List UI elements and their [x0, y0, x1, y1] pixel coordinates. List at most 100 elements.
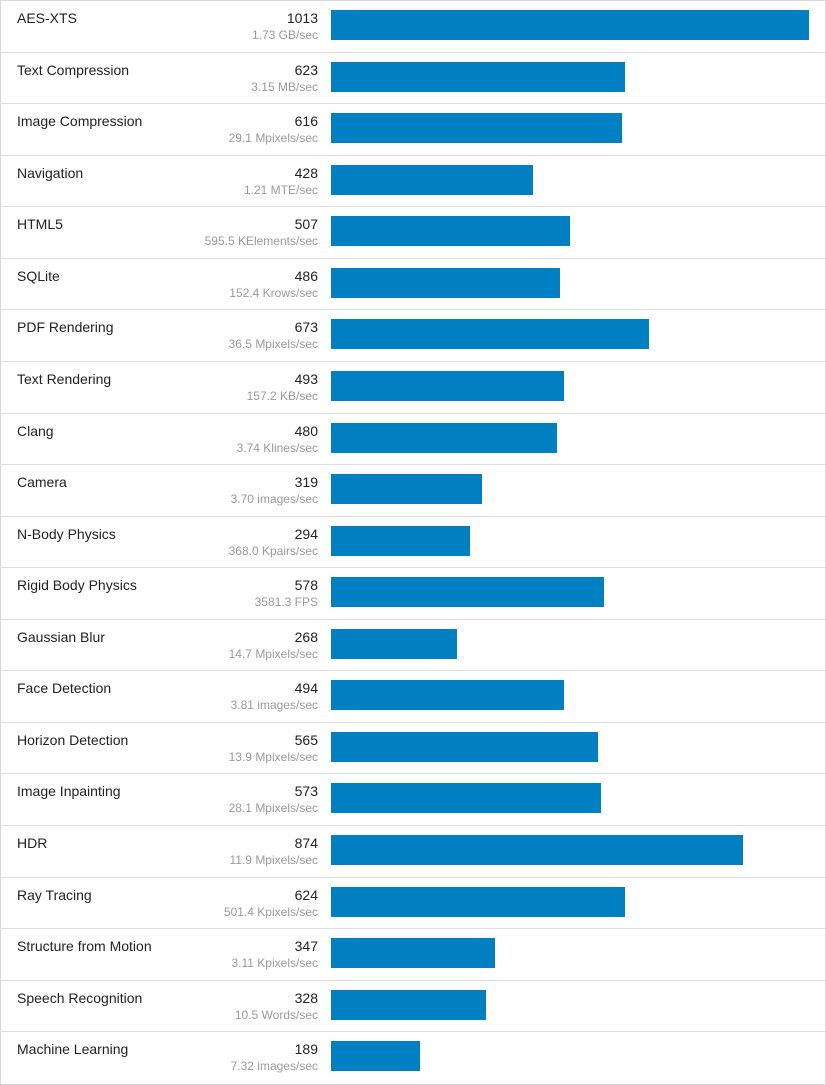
benchmark-name: Speech Recognition — [17, 989, 143, 1006]
benchmark-bar — [331, 938, 495, 969]
benchmark-name: N-Body Physics — [17, 525, 116, 542]
benchmark-bar — [331, 628, 458, 659]
benchmark-bar-track — [331, 989, 809, 1020]
benchmark-name: HTML5 — [17, 216, 63, 233]
benchmark-name: Rigid Body Physics — [17, 577, 137, 594]
benchmark-row: AES-XTS 1013 1.73 GB/sec — [1, 1, 825, 53]
benchmark-bar — [331, 370, 564, 401]
benchmark-name: Image Inpainting — [17, 783, 121, 800]
benchmark-row: Gaussian Blur 268 14.7 Mpixels/sec — [1, 620, 825, 672]
benchmark-bar — [331, 113, 622, 144]
benchmark-rate: 10.5 Words/sec — [234, 1007, 318, 1022]
benchmark-rate: 152.4 Krows/sec — [229, 285, 318, 300]
benchmark-score: 578 — [294, 577, 318, 594]
benchmark-name: AES-XTS — [17, 10, 77, 26]
benchmark-name: Clang — [17, 422, 54, 439]
benchmark-bar — [331, 164, 533, 195]
benchmark-rate: 28.1 Mpixels/sec — [228, 801, 318, 816]
benchmark-row: Structure from Motion 347 3.11 Kpixels/sec — [1, 929, 825, 981]
benchmark-score: 1013 — [286, 10, 318, 26]
benchmark-rate: 3.70 images/sec — [230, 492, 318, 507]
benchmark-row: Text Compression 623 3.15 MB/sec — [1, 53, 825, 105]
benchmark-score: 573 — [294, 783, 318, 800]
benchmark-score: 319 — [294, 474, 318, 491]
benchmark-row: Navigation 428 1.21 MTE/sec — [1, 156, 825, 208]
benchmark-bar — [331, 422, 558, 453]
benchmark-name: Navigation — [17, 164, 84, 181]
benchmark-bar-track — [331, 731, 809, 762]
benchmark-bar-track — [331, 835, 809, 865]
benchmark-score: 624 — [294, 886, 318, 903]
benchmark-name: Face Detection — [17, 680, 112, 697]
benchmark-bar — [331, 267, 561, 298]
benchmark-bar — [331, 474, 482, 505]
benchmark-bar — [331, 731, 598, 762]
benchmark-bar-track — [331, 1041, 809, 1072]
benchmark-rate: 13.9 Mpixels/sec — [228, 749, 318, 764]
benchmark-rate: 501.4 Kpixels/sec — [223, 904, 318, 919]
benchmark-bar — [331, 525, 470, 556]
benchmark-row: Rigid Body Physics 578 3581.3 FPS — [1, 568, 825, 620]
benchmark-name: Text Rendering — [17, 370, 112, 387]
benchmark-name: Horizon Detection — [17, 731, 129, 748]
benchmark-rate: 11.9 Mpixels/sec — [229, 853, 318, 867]
benchmark-row: Clang 480 3.74 Klines/sec — [1, 414, 825, 466]
benchmark-bar — [331, 10, 809, 40]
benchmark-bar — [331, 577, 604, 608]
benchmark-score: 268 — [294, 628, 318, 645]
benchmark-name: Image Compression — [17, 113, 143, 130]
benchmark-rate: 29.1 Mpixels/sec — [228, 131, 318, 146]
benchmark-rate: 36.5 Mpixels/sec — [228, 337, 318, 352]
benchmark-rate: 3581.3 FPS — [254, 595, 318, 610]
benchmark-score: 494 — [294, 680, 318, 697]
benchmark-bar-track — [331, 164, 809, 195]
benchmark-bar-track — [331, 628, 809, 659]
benchmark-bar-track — [331, 370, 809, 401]
benchmark-bar-track — [331, 422, 809, 453]
benchmark-row: PDF Rendering 673 36.5 Mpixels/sec — [1, 310, 825, 362]
benchmark-score: 507 — [294, 216, 318, 233]
benchmark-bar-track — [331, 938, 809, 969]
benchmark-row: Text Rendering 493 157.2 KB/sec — [1, 362, 825, 414]
benchmark-rate: 3.74 Klines/sec — [236, 440, 318, 455]
benchmark-row: Ray Tracing 624 501.4 Kpixels/sec — [1, 878, 825, 930]
benchmark-name: SQLite — [17, 267, 60, 284]
benchmark-row: Image Inpainting 573 28.1 Mpixels/sec — [1, 774, 825, 826]
benchmark-row: Machine Learning 189 7.32 images/sec — [1, 1032, 825, 1084]
benchmark-bar-track — [331, 783, 809, 814]
benchmark-row: Face Detection 494 3.81 images/sec — [1, 671, 825, 723]
benchmark-bar — [331, 680, 565, 711]
benchmark-score: 347 — [294, 938, 318, 955]
benchmark-score: 189 — [294, 1041, 318, 1058]
benchmark-bar — [331, 886, 626, 917]
benchmark-name: Text Compression — [17, 61, 130, 78]
benchmark-name: HDR — [17, 835, 48, 851]
benchmark-name: Machine Learning — [17, 1041, 129, 1058]
benchmark-row: Speech Recognition 328 10.5 Words/sec — [1, 981, 825, 1033]
benchmark-bar-track — [331, 886, 809, 917]
benchmark-bar-track — [331, 577, 809, 608]
benchmark-score: 428 — [294, 164, 318, 181]
benchmark-rate: 368.0 Kpairs/sec — [228, 543, 318, 558]
benchmark-score: 673 — [294, 319, 318, 336]
benchmark-bar — [331, 319, 649, 350]
benchmark-bar — [331, 216, 571, 247]
benchmark-score: 328 — [294, 989, 318, 1006]
benchmark-rate: 14.7 Mpixels/sec — [228, 646, 318, 661]
benchmark-row: HTML5 507 595.5 KElements/sec — [1, 207, 825, 259]
benchmark-row: Horizon Detection 565 13.9 Mpixels/sec — [1, 723, 825, 775]
benchmark-name: Camera — [17, 474, 67, 491]
benchmark-score: 623 — [294, 61, 318, 78]
benchmark-rate: 7.32 images/sec — [230, 1059, 318, 1074]
benchmark-row: HDR 874 11.9 Mpixels/sec — [1, 826, 825, 878]
benchmark-bar-track — [331, 113, 809, 144]
benchmark-rate: 157.2 KB/sec — [246, 388, 318, 403]
benchmark-score: 565 — [294, 731, 318, 748]
benchmark-rate: 1.21 MTE/sec — [243, 182, 318, 197]
benchmark-bar-track — [331, 267, 809, 298]
benchmark-bar — [331, 61, 625, 92]
benchmark-rate: 3.15 MB/sec — [251, 79, 318, 94]
benchmark-name: Structure from Motion — [17, 938, 152, 955]
benchmark-score: 486 — [294, 267, 318, 284]
